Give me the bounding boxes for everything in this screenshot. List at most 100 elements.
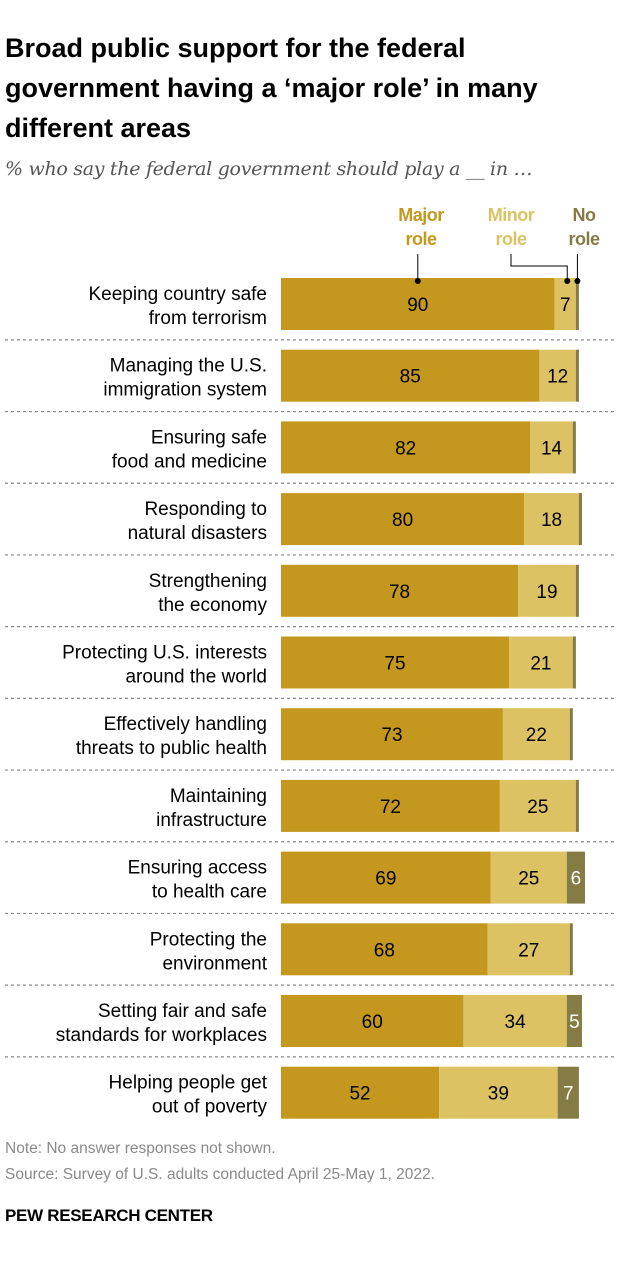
data-label: 82 bbox=[395, 438, 416, 459]
stacked-bar-chart: Keeping country safe from terrorism 90 7 Man… bbox=[5, 205, 615, 1119]
bar-segment bbox=[530, 421, 573, 474]
bar-segment bbox=[572, 421, 576, 474]
brand-logo-text: PEW RESEARCH CENTER bbox=[5, 1206, 213, 1225]
bar-segment bbox=[569, 708, 573, 761]
legend-label: role bbox=[495, 229, 527, 249]
bar-segment bbox=[281, 493, 525, 546]
bar-segment bbox=[575, 564, 579, 617]
data-label: 5 bbox=[569, 1012, 580, 1033]
data-label: 21 bbox=[530, 654, 551, 675]
data-label: 90 bbox=[407, 295, 428, 316]
bar-segment bbox=[499, 779, 576, 832]
data-label: 34 bbox=[505, 1012, 527, 1033]
chart-title: Broad public support for the federal gov… bbox=[5, 33, 538, 143]
bar-segment bbox=[554, 278, 576, 330]
legend-label: Minor bbox=[488, 205, 535, 225]
category-label: Effectively handling bbox=[104, 714, 267, 735]
category-label: immigration system bbox=[103, 380, 267, 401]
category-label: natural disasters bbox=[128, 523, 267, 544]
data-label: 68 bbox=[374, 940, 395, 961]
bar-segment bbox=[281, 995, 464, 1047]
data-label: 75 bbox=[384, 654, 405, 675]
category-label: infrastructure bbox=[156, 810, 267, 831]
bar-segment bbox=[281, 923, 488, 976]
bar-segment bbox=[502, 708, 570, 761]
bar-segment bbox=[539, 349, 576, 402]
data-label: 25 bbox=[527, 797, 548, 818]
data-label: 69 bbox=[375, 869, 396, 890]
category-label: around the world bbox=[125, 667, 267, 688]
category-label: Strengthening bbox=[149, 571, 267, 592]
data-label: 7 bbox=[563, 1084, 574, 1105]
chart-subtitle: % who say the federal government should … bbox=[5, 158, 533, 180]
category-label: the economy bbox=[158, 595, 267, 616]
bar-segment bbox=[281, 1066, 440, 1119]
category-label: Responding to bbox=[144, 499, 267, 520]
legend-marker-dot bbox=[414, 278, 421, 284]
bar-segment bbox=[557, 1066, 579, 1119]
bar-segment bbox=[490, 851, 567, 904]
legend-label: No bbox=[573, 205, 596, 225]
data-label: 22 bbox=[526, 725, 547, 746]
bar-segment bbox=[281, 636, 509, 689]
bar-segment bbox=[575, 779, 579, 832]
legend-leader-line bbox=[510, 254, 568, 281]
category-label: Managing the U.S. bbox=[110, 356, 267, 377]
data-label: 60 bbox=[362, 1012, 383, 1033]
legend-label: role bbox=[405, 229, 437, 249]
bar-segment bbox=[524, 493, 579, 546]
category-label: to health care bbox=[152, 882, 267, 903]
bar-segment bbox=[281, 278, 555, 330]
bar-segment bbox=[572, 636, 576, 689]
data-label: 73 bbox=[381, 725, 402, 746]
data-label: 85 bbox=[400, 367, 421, 388]
data-label: 27 bbox=[518, 940, 539, 961]
bar-segment bbox=[281, 708, 503, 761]
bar-segment bbox=[463, 995, 567, 1047]
bar-segment bbox=[578, 493, 582, 546]
category-label: Protecting U.S. interests bbox=[62, 643, 267, 664]
bar-segment bbox=[575, 278, 579, 330]
legend-label: Major bbox=[398, 205, 444, 225]
category-label: from terrorism bbox=[149, 308, 267, 329]
category-label: Protecting the bbox=[150, 929, 267, 950]
data-label: 25 bbox=[518, 869, 539, 890]
data-label: 18 bbox=[541, 510, 562, 531]
category-label: out of poverty bbox=[152, 1097, 268, 1118]
bar-segment bbox=[281, 851, 491, 904]
data-label: 12 bbox=[547, 367, 568, 388]
bar-segment bbox=[487, 923, 570, 976]
category-label: food and medicine bbox=[112, 451, 267, 472]
bar-segment bbox=[439, 1066, 558, 1119]
data-label: 39 bbox=[488, 1084, 509, 1105]
category-label: environment bbox=[162, 953, 267, 974]
bar-segment bbox=[281, 349, 540, 402]
chart-note: Note: No answer responses not shown. bbox=[5, 1140, 276, 1157]
category-label: threats to public health bbox=[76, 738, 267, 759]
bar-segment bbox=[566, 995, 582, 1047]
data-label: 14 bbox=[541, 438, 563, 459]
category-label: Keeping country safe bbox=[88, 284, 267, 305]
data-label: 72 bbox=[380, 797, 401, 818]
bar-segment bbox=[509, 636, 573, 689]
category-label: Ensuring access bbox=[128, 858, 267, 879]
bar-segment bbox=[575, 349, 579, 402]
data-label: 19 bbox=[536, 582, 557, 603]
category-label: Maintaining bbox=[170, 786, 267, 807]
legend-marker-dot bbox=[574, 278, 581, 284]
bar-segment bbox=[281, 564, 519, 617]
category-label: Setting fair and safe bbox=[98, 1001, 267, 1022]
category-label: standards for workplaces bbox=[56, 1025, 267, 1046]
bar-segment bbox=[566, 851, 585, 904]
bar-segment bbox=[569, 923, 573, 976]
data-label: 6 bbox=[571, 869, 582, 890]
data-label: 80 bbox=[392, 510, 413, 531]
bar-segment bbox=[281, 779, 500, 832]
bar-segment bbox=[518, 564, 576, 617]
category-label: Helping people get bbox=[109, 1073, 268, 1094]
legend-label: role bbox=[568, 229, 600, 249]
category-label: Ensuring safe bbox=[151, 427, 267, 448]
data-label: 52 bbox=[349, 1084, 370, 1105]
data-label: 7 bbox=[560, 295, 571, 316]
data-label: 78 bbox=[389, 582, 410, 603]
